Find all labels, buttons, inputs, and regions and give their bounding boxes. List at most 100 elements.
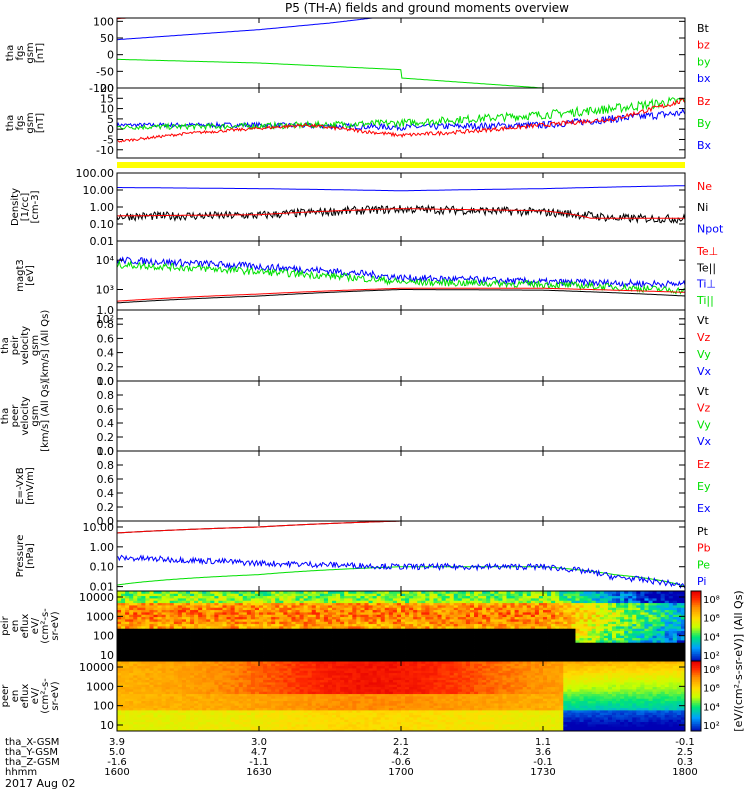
- spectrogram-cell: [141, 710, 146, 713]
- spectrogram-cell: [230, 593, 236, 597]
- spectrogram-cell: [490, 640, 495, 643]
- spectrogram-cell: [279, 602, 284, 606]
- spectrogram-cell: [194, 642, 199, 646]
- spectrogram-cell: [190, 600, 195, 604]
- spectrogram-cell: [129, 621, 134, 625]
- spectrogram-cell: [222, 605, 227, 608]
- spectrogram-cell: [405, 621, 410, 625]
- spectrogram-cell: [478, 640, 483, 643]
- spectrogram-cell: [478, 595, 483, 599]
- spectrogram-cell: [506, 612, 511, 615]
- spectrogram-cell: [287, 605, 292, 608]
- spectrogram-cell: [218, 598, 223, 601]
- spectrogram-cell: [640, 591, 645, 594]
- spectrogram-cell: [668, 600, 674, 604]
- spectrogram-cell: [620, 607, 625, 611]
- spectrogram-cell: [254, 651, 260, 655]
- spectrogram-cell: [242, 658, 248, 662]
- spectrogram-cell: [303, 644, 309, 648]
- spectrogram-cell: [620, 644, 625, 648]
- spectrogram-cell: [202, 614, 207, 618]
- spectrogram-cell: [591, 605, 597, 608]
- y-tick-label: 15: [100, 92, 114, 105]
- spectrogram-cell: [133, 700, 138, 704]
- spectrogram-cell: [149, 707, 154, 711]
- spectrogram-cell: [514, 598, 520, 601]
- spectrogram-cell: [263, 614, 268, 618]
- spectrogram-cell: [526, 616, 532, 620]
- spectrogram-cell: [226, 616, 231, 620]
- spectrogram-cell: [145, 623, 150, 627]
- spectrogram-cell: [368, 600, 373, 604]
- spectrogram-cell: [482, 656, 487, 660]
- spectrogram-cell: [121, 728, 126, 732]
- spectrogram-cell: [133, 686, 138, 690]
- spectrogram-cell: [457, 600, 463, 604]
- spectrogram-cell: [121, 724, 126, 727]
- spectrogram-cell: [429, 626, 434, 629]
- spectrogram-cell: [332, 602, 337, 606]
- spectrogram-cell: [551, 642, 556, 646]
- spectrogram-cell: [218, 656, 223, 660]
- spectrogram-cell: [506, 623, 511, 627]
- spectrogram-cell: [169, 628, 175, 632]
- spectrogram-cell: [478, 630, 483, 634]
- spectrogram-cell: [417, 658, 422, 662]
- spectrogram-cell: [210, 644, 215, 648]
- spectrogram-cell: [117, 623, 122, 627]
- spectrogram-cell: [145, 640, 150, 643]
- spectrogram-cell: [218, 609, 223, 613]
- spectrogram-cell: [165, 649, 171, 653]
- spectrogram-cell: [356, 649, 361, 653]
- spectrogram-cell: [299, 654, 305, 657]
- spectrogram-cell: [498, 612, 503, 615]
- spectrogram-cell: [145, 710, 150, 713]
- spectrogram-cell: [263, 651, 268, 655]
- spectrogram-cell: [603, 656, 609, 660]
- spectrogram-cell: [534, 598, 540, 601]
- spectrogram-cell: [202, 621, 207, 625]
- spectrogram-cell: [559, 605, 564, 608]
- spectrogram-cell: [380, 649, 386, 653]
- spectrogram-cell: [238, 642, 244, 646]
- spectrogram-cell: [461, 614, 467, 618]
- spectrogram-cell: [246, 609, 252, 613]
- spectrogram-cell: [271, 626, 276, 629]
- spectrogram-cell: [461, 642, 467, 646]
- spectrogram-cell: [595, 640, 601, 643]
- spectrogram-cell: [555, 609, 560, 613]
- spectrogram-cell: [141, 612, 146, 615]
- spectrogram-cell: [311, 609, 317, 613]
- spectrogram-cell: [543, 607, 548, 611]
- spectrogram-cell: [275, 600, 280, 604]
- spectrogram-cell: [198, 607, 203, 611]
- spectrogram-cell: [181, 619, 187, 622]
- spectrogram-cell: [445, 633, 451, 636]
- spectrogram-cell: [441, 602, 447, 606]
- spectrogram-cell: [510, 640, 515, 643]
- spectrogram-cell: [490, 656, 495, 660]
- spectrogram-cell: [125, 591, 130, 594]
- spectrogram-cell: [283, 626, 288, 629]
- spectrogram-cell: [121, 668, 126, 671]
- spectrogram-cell: [340, 616, 345, 620]
- spectrogram-cell: [271, 647, 276, 650]
- spectrogram-cell: [616, 609, 621, 613]
- spectrogram-cell: [210, 637, 215, 641]
- spectrogram-cell: [214, 640, 219, 643]
- spectrogram-cell: [137, 700, 142, 704]
- spectrogram-cell: [676, 644, 682, 648]
- spectrogram-cell: [583, 591, 589, 594]
- spectrogram-cell: [514, 637, 520, 641]
- spectrogram-cell: [149, 593, 154, 597]
- spectrogram-cell: [145, 649, 150, 653]
- spectrogram-cell: [190, 607, 195, 611]
- spectrogram-cell: [137, 626, 142, 629]
- spectrogram-cell: [299, 649, 305, 653]
- spectrogram-cell: [129, 726, 134, 730]
- spectrogram-cell: [202, 649, 207, 653]
- spectrogram-cell: [656, 607, 662, 611]
- spectrogram-cell: [660, 602, 666, 606]
- spectrogram-cell: [660, 623, 666, 627]
- spectrogram-cell: [437, 654, 442, 657]
